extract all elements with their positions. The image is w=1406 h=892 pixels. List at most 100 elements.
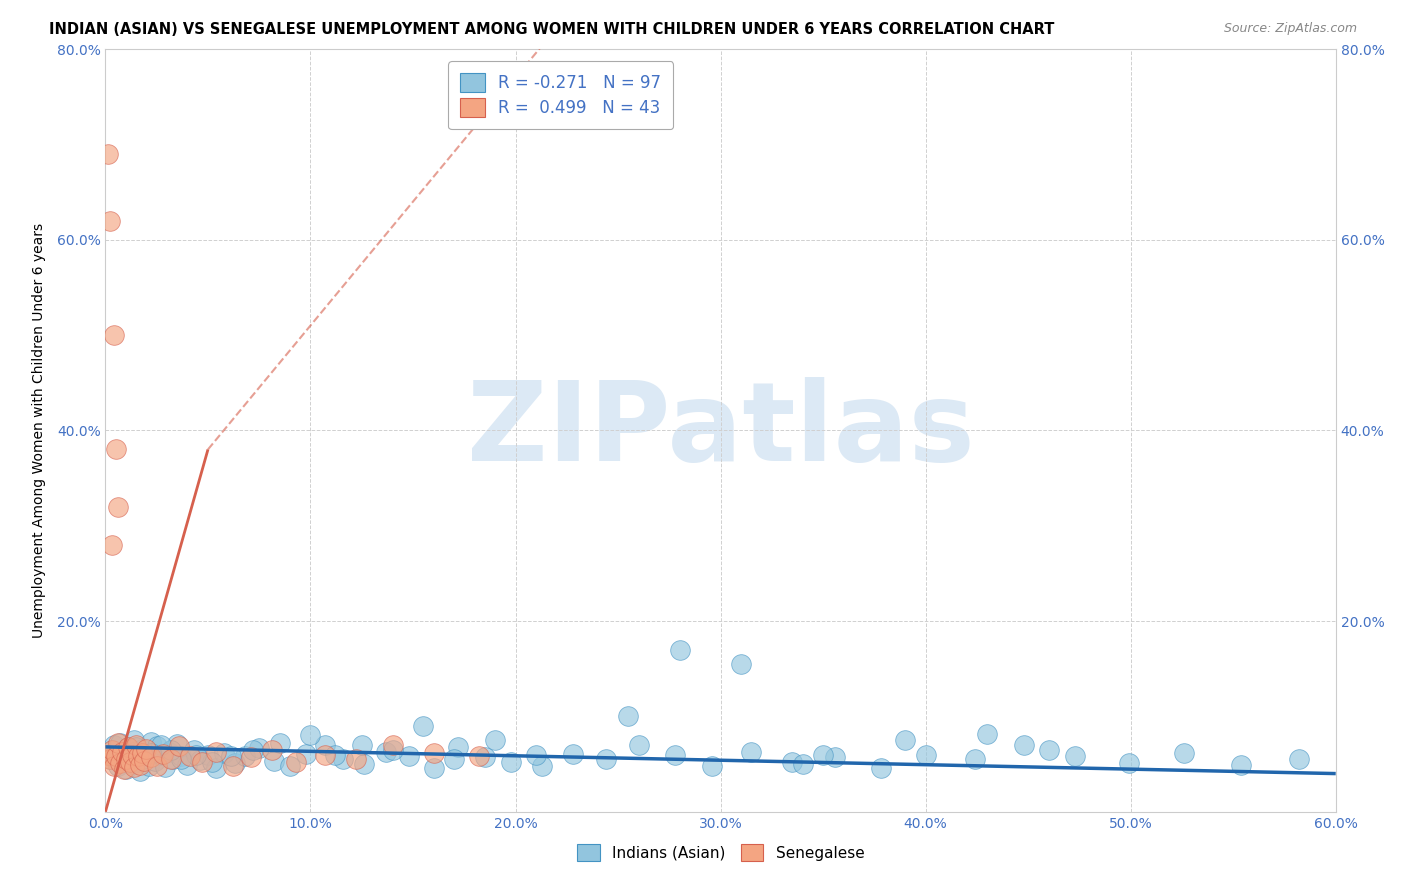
Point (824, 750, 846, 764)
Point (295, 747, 318, 761)
Point (149, 748, 172, 763)
Point (98, 752, 121, 766)
Point (314, 738, 336, 752)
Point (260, 743, 283, 757)
Point (668, 642, 690, 657)
Text: Source: ZipAtlas.com: Source: ZipAtlas.com (1223, 22, 1357, 36)
Point (111, 746, 134, 760)
Point (107, 500, 129, 514)
Point (125, 738, 148, 752)
Point (205, 745, 228, 759)
Point (184, 747, 207, 762)
Point (269, 736, 291, 750)
Point (121, 747, 143, 762)
Text: ZIPatlas: ZIPatlas (467, 377, 974, 483)
Point (139, 735, 162, 749)
Point (179, 749, 201, 764)
Point (115, 752, 138, 766)
Point (135, 741, 157, 756)
Point (285, 755, 308, 769)
Point (115, 762, 138, 776)
Point (139, 750, 162, 764)
Point (117, 739, 139, 754)
Point (108, 736, 131, 750)
Point (412, 719, 434, 733)
Point (1012, 738, 1035, 752)
Point (96, 147, 118, 161)
Point (224, 756, 246, 770)
Point (221, 759, 243, 773)
Point (350, 738, 373, 752)
Point (381, 743, 404, 757)
Point (398, 749, 420, 764)
Point (531, 759, 554, 773)
Point (740, 745, 762, 759)
Point (134, 754, 156, 768)
Point (501, 755, 523, 769)
Point (139, 746, 162, 760)
Point (914, 747, 936, 762)
Legend: Indians (Asian), Senegalese: Indians (Asian), Senegalese (569, 836, 872, 869)
Point (120, 750, 141, 764)
Point (117, 739, 139, 754)
Point (122, 733, 145, 747)
Point (197, 748, 219, 763)
Point (447, 739, 470, 754)
Point (111, 745, 134, 759)
Point (664, 748, 686, 763)
Point (869, 761, 891, 775)
Point (1038, 743, 1060, 757)
Point (166, 737, 188, 751)
Point (1173, 746, 1195, 760)
Point (96, 747, 118, 762)
Point (963, 752, 986, 766)
Point (149, 738, 172, 752)
Point (524, 747, 547, 762)
Point (153, 760, 176, 774)
Point (170, 749, 193, 764)
Y-axis label: Unemployment Among Women with Children Under 6 years: Unemployment Among Women with Children U… (31, 223, 45, 638)
Point (100, 743, 122, 757)
Point (375, 745, 398, 759)
Point (125, 739, 148, 754)
Point (103, 738, 125, 752)
Point (976, 726, 998, 740)
Point (263, 754, 285, 768)
Point (176, 758, 198, 772)
Point (108, 756, 131, 770)
Point (131, 746, 153, 760)
Point (104, 442, 127, 457)
Point (157, 745, 180, 759)
Point (100, 743, 122, 757)
Point (183, 743, 205, 757)
Point (205, 761, 228, 775)
Point (145, 739, 167, 753)
Point (98, 213, 121, 227)
Point (162, 752, 184, 766)
Point (112, 762, 135, 776)
Point (170, 752, 193, 766)
Point (129, 758, 152, 772)
Point (247, 740, 270, 755)
Point (127, 755, 149, 769)
Point (131, 752, 153, 766)
Point (191, 755, 214, 769)
Point (474, 750, 496, 764)
Point (214, 746, 236, 760)
Point (104, 749, 127, 764)
Point (201, 755, 224, 769)
Point (134, 752, 156, 766)
Point (122, 760, 145, 774)
Point (422, 761, 444, 775)
Point (299, 728, 322, 742)
Point (353, 757, 375, 772)
Point (627, 738, 650, 752)
Point (894, 733, 917, 747)
Point (100, 538, 122, 552)
Point (125, 744, 148, 758)
Point (1288, 752, 1310, 766)
Point (135, 747, 157, 762)
Point (422, 746, 444, 760)
Point (143, 754, 166, 768)
Point (107, 736, 129, 750)
